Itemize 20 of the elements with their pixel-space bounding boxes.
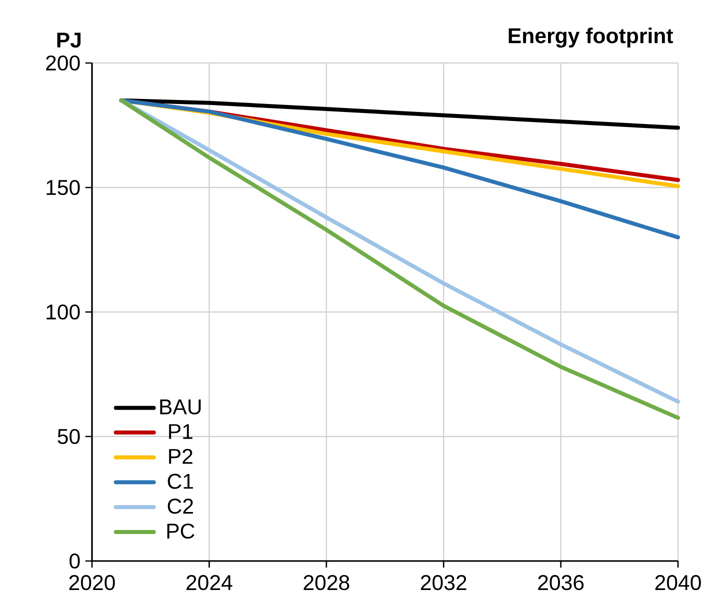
x-tick-label: 2040: [655, 575, 701, 590]
legend-label: BAU: [160, 400, 201, 414]
legend-label: P1: [169, 424, 192, 439]
y-tick-label: 150: [46, 180, 80, 196]
y-axis-title: PJ: [57, 32, 81, 48]
line-series: [119, 98, 680, 240]
x-tick-label: 2032: [420, 575, 466, 590]
chart-title: Energy footprint: [508, 28, 674, 48]
y-tick-label: 100: [46, 304, 80, 320]
x-tick-label: 2020: [69, 575, 115, 590]
x-tick-label: 2028: [304, 575, 350, 590]
legend-label: P2: [169, 448, 192, 464]
legend-label: PC: [167, 524, 194, 539]
y-tick-label: 50: [58, 428, 80, 444]
legend-label: C1: [168, 474, 193, 489]
y-tick-label: 0: [70, 553, 80, 569]
y-tick-label: 200: [46, 55, 80, 71]
legend-label: C2: [168, 498, 193, 514]
x-tick-label: 2024: [186, 575, 232, 590]
x-tick-label: 2036: [538, 575, 584, 590]
